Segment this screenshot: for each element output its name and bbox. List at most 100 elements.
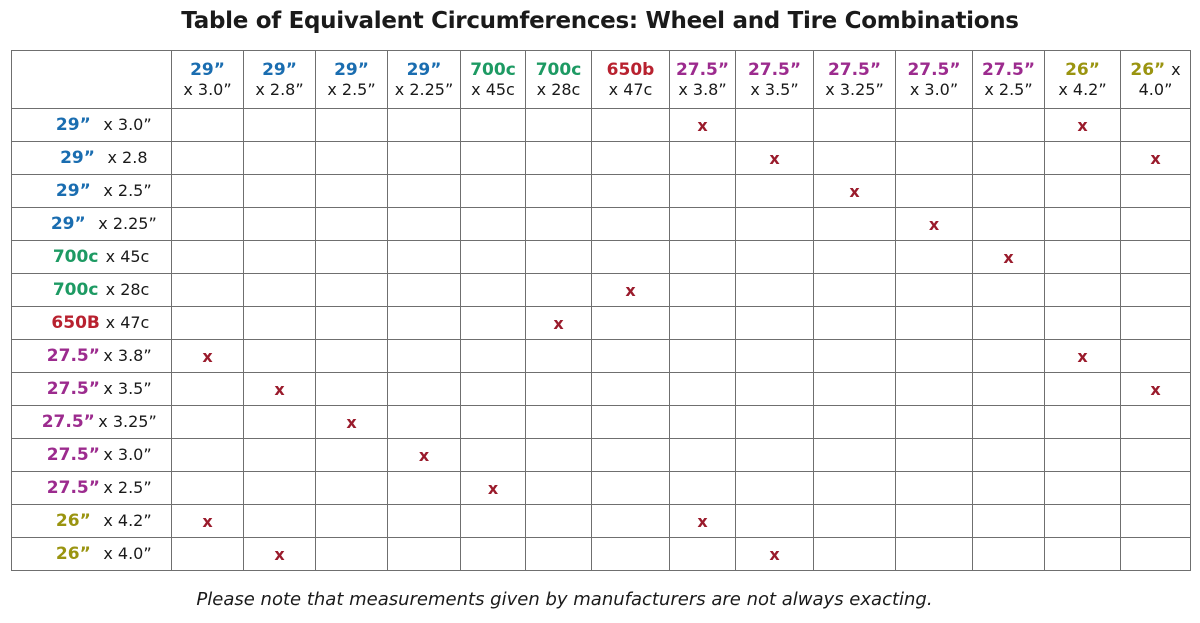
- equivalence-mark: x: [1077, 346, 1088, 366]
- row-tire-width: x 28c: [105, 280, 150, 299]
- row-header: 27.5” x 2.5”: [11, 471, 172, 505]
- column-header: 700c x 45c: [460, 50, 526, 109]
- table-cell: [1044, 537, 1121, 571]
- table-row: 29” x 2.5” x: [11, 174, 1191, 208]
- table-cell: [1120, 240, 1191, 274]
- table-cell: [315, 438, 388, 472]
- table-cell: [387, 471, 461, 505]
- row-tire-width: x 4.0”: [103, 544, 152, 563]
- table-cell: [387, 504, 461, 538]
- column-tire-width: x 3.5”: [750, 79, 799, 99]
- column-wheel-size: 27.5”: [827, 59, 882, 80]
- table-cell: [1044, 504, 1121, 538]
- table-cell: [591, 207, 670, 241]
- row-tire-width: x 2.5”: [103, 181, 152, 200]
- column-tire-width: x 3.25”: [825, 79, 884, 99]
- table-cell: [669, 405, 736, 439]
- column-wheel-size: 29”: [334, 59, 369, 80]
- table-cell: x: [1044, 108, 1121, 142]
- table-cell: [895, 504, 973, 538]
- table-cell: [387, 537, 461, 571]
- table-cell: [387, 405, 461, 439]
- column-header: 27.5” x 3.25”: [813, 50, 896, 109]
- table-cell: [460, 504, 526, 538]
- column-tire-width: x 2.25”: [394, 79, 454, 99]
- table-cell: [315, 471, 388, 505]
- table-cell: [972, 537, 1045, 571]
- table-cell: [460, 339, 526, 373]
- column-tire-width: x 4.2”: [1058, 79, 1107, 99]
- table-cell: [460, 537, 526, 571]
- column-tire-width: x 2.5”: [984, 79, 1033, 99]
- table-row: 700c x 28c x: [11, 273, 1191, 307]
- table-cell: [525, 372, 592, 406]
- row-header: 27.5” x 3.5”: [11, 372, 172, 406]
- table-cell: x: [171, 504, 244, 538]
- table-cell: x: [895, 207, 973, 241]
- table-cell: [315, 141, 388, 175]
- table-row: 27.5” x 3.8” x x: [11, 339, 1191, 373]
- table-cell: [171, 174, 244, 208]
- table-cell: [813, 207, 896, 241]
- column-tire-width: 4.0”: [1138, 79, 1173, 99]
- table-cell: [525, 537, 592, 571]
- table-cell: [1044, 306, 1121, 340]
- table-cell: [669, 306, 736, 340]
- table-row: 27.5” x 3.5” x x: [11, 372, 1191, 406]
- table-row: 26” x 4.2” x x: [11, 504, 1191, 538]
- column-tire-width: x 45c: [471, 79, 515, 99]
- table-cell: [460, 306, 526, 340]
- row-wheel-size: 29”: [50, 214, 86, 234]
- column-wheel-size: 29”: [262, 59, 297, 80]
- row-wheel-size: 27.5”: [41, 412, 95, 432]
- table-cell: [972, 438, 1045, 472]
- table-cell: [735, 504, 814, 538]
- table-cell: [387, 273, 461, 307]
- table-cell: [813, 438, 896, 472]
- equivalence-mark: x: [769, 544, 780, 564]
- table-cell: [895, 108, 973, 142]
- table-cell: [525, 174, 592, 208]
- table-cell: [669, 207, 736, 241]
- table-cell: [591, 141, 670, 175]
- table-cell: [591, 306, 670, 340]
- equivalence-mark: x: [1077, 115, 1088, 135]
- table-row: 27.5” x 2.5” x: [11, 471, 1191, 505]
- page-title: Table of Equivalent Circumferences: Whee…: [181, 8, 1019, 34]
- table-cell: [591, 240, 670, 274]
- table-cell: [460, 273, 526, 307]
- table-cell: [387, 207, 461, 241]
- table-cell: [171, 471, 244, 505]
- table-cell: [895, 438, 973, 472]
- table-cell: [525, 405, 592, 439]
- table-cell: [171, 141, 244, 175]
- table-body: 29” x 3.0” x x 29” x 2.8 x x 29” x 2.5” x 29” x 2.25…: [11, 108, 1191, 571]
- column-header: 26” x 4.2”: [1044, 50, 1121, 109]
- table-cell: [315, 207, 388, 241]
- table-cell: [669, 471, 736, 505]
- table-cell: [243, 306, 316, 340]
- row-header: 29” x 3.0”: [11, 108, 172, 142]
- table-cell: [669, 438, 736, 472]
- equivalence-mark: x: [769, 148, 780, 168]
- table-cell: [315, 537, 388, 571]
- table-cell: [813, 372, 896, 406]
- table-cell: [315, 273, 388, 307]
- row-header: 29” x 2.5”: [11, 174, 172, 208]
- table-cell: x: [387, 438, 461, 472]
- column-tire-width: x 3.0”: [183, 79, 232, 99]
- table-cell: [972, 141, 1045, 175]
- table-cell: [669, 372, 736, 406]
- table-cell: [895, 339, 973, 373]
- table-cell: [591, 108, 670, 142]
- table-cell: [735, 174, 814, 208]
- equivalence-mark: x: [346, 412, 357, 432]
- table-cell: [813, 108, 896, 142]
- table-cell: [387, 240, 461, 274]
- table-cell: [1120, 438, 1191, 472]
- table-cell: [591, 339, 670, 373]
- table-cell: [895, 471, 973, 505]
- table-cell: [243, 174, 316, 208]
- table-cell: [972, 405, 1045, 439]
- table-cell: [669, 174, 736, 208]
